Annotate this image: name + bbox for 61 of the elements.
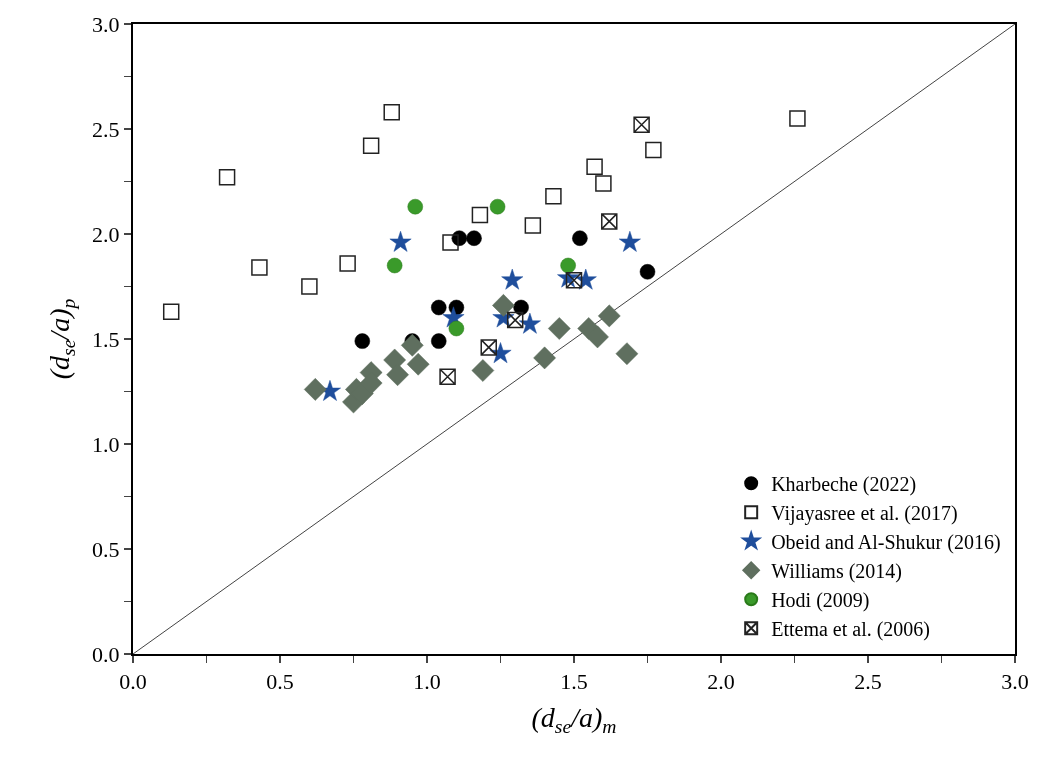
point <box>389 230 412 252</box>
point <box>466 230 482 246</box>
y-tick-label: 0.5 <box>92 536 120 562</box>
point <box>386 363 409 386</box>
point <box>615 342 639 365</box>
y-tick-label: 2.5 <box>92 116 120 142</box>
point <box>162 303 180 320</box>
point <box>519 312 541 334</box>
point <box>639 264 656 280</box>
point <box>439 368 456 386</box>
legend-label: Hodi (2009) <box>771 589 870 612</box>
point <box>506 311 524 329</box>
point <box>471 206 489 224</box>
x-tick-label: 0.0 <box>119 669 147 695</box>
x-tick-label: 1.0 <box>413 669 441 695</box>
x-tick-label: 0.5 <box>266 669 294 695</box>
y-tick-label: 1.5 <box>92 326 120 352</box>
point <box>471 359 495 382</box>
point <box>574 268 597 290</box>
legend-label: Vijayasree et al. (2017) <box>771 502 958 525</box>
x-tick-label: 3.0 <box>1001 669 1029 695</box>
point <box>572 230 588 246</box>
legend-label: Kharbeche (2022) <box>771 473 917 496</box>
point <box>354 333 371 349</box>
point <box>597 304 621 328</box>
y-tick-label: 1.0 <box>92 431 120 457</box>
point <box>431 299 447 316</box>
legend-label: Ettema et al. (2006) <box>771 618 931 641</box>
point <box>492 294 515 317</box>
point <box>489 198 506 215</box>
point <box>586 325 609 349</box>
y-tick-label: 0.0 <box>92 641 120 667</box>
point <box>560 257 576 274</box>
legend-label: Obeid and Al-Shukur (2016) <box>771 531 1001 554</box>
point <box>501 268 524 290</box>
point <box>548 317 571 340</box>
point <box>303 378 327 401</box>
x-tick-label: 2.0 <box>707 669 735 695</box>
point <box>218 169 236 186</box>
point <box>618 230 641 252</box>
x-tick-label: 2.5 <box>854 669 882 695</box>
point <box>524 217 542 234</box>
y-tick-label: 2.0 <box>92 221 120 247</box>
x-tick-label: 1.5 <box>560 669 588 695</box>
point <box>362 137 380 155</box>
point <box>407 198 423 215</box>
point <box>401 334 424 357</box>
x-axis-title: (d$_{se}$/a)$_{m}$ <box>531 702 617 737</box>
point <box>533 346 556 370</box>
point <box>513 299 529 316</box>
point <box>601 213 618 230</box>
point <box>386 257 403 274</box>
point <box>406 352 430 376</box>
point <box>645 141 662 159</box>
point <box>480 339 497 356</box>
legend-label: Williams (2014) <box>771 560 903 583</box>
point <box>431 333 447 349</box>
y-tick-label: 3.0 <box>92 11 120 37</box>
point <box>633 116 650 134</box>
point <box>448 320 465 337</box>
point <box>565 271 583 289</box>
